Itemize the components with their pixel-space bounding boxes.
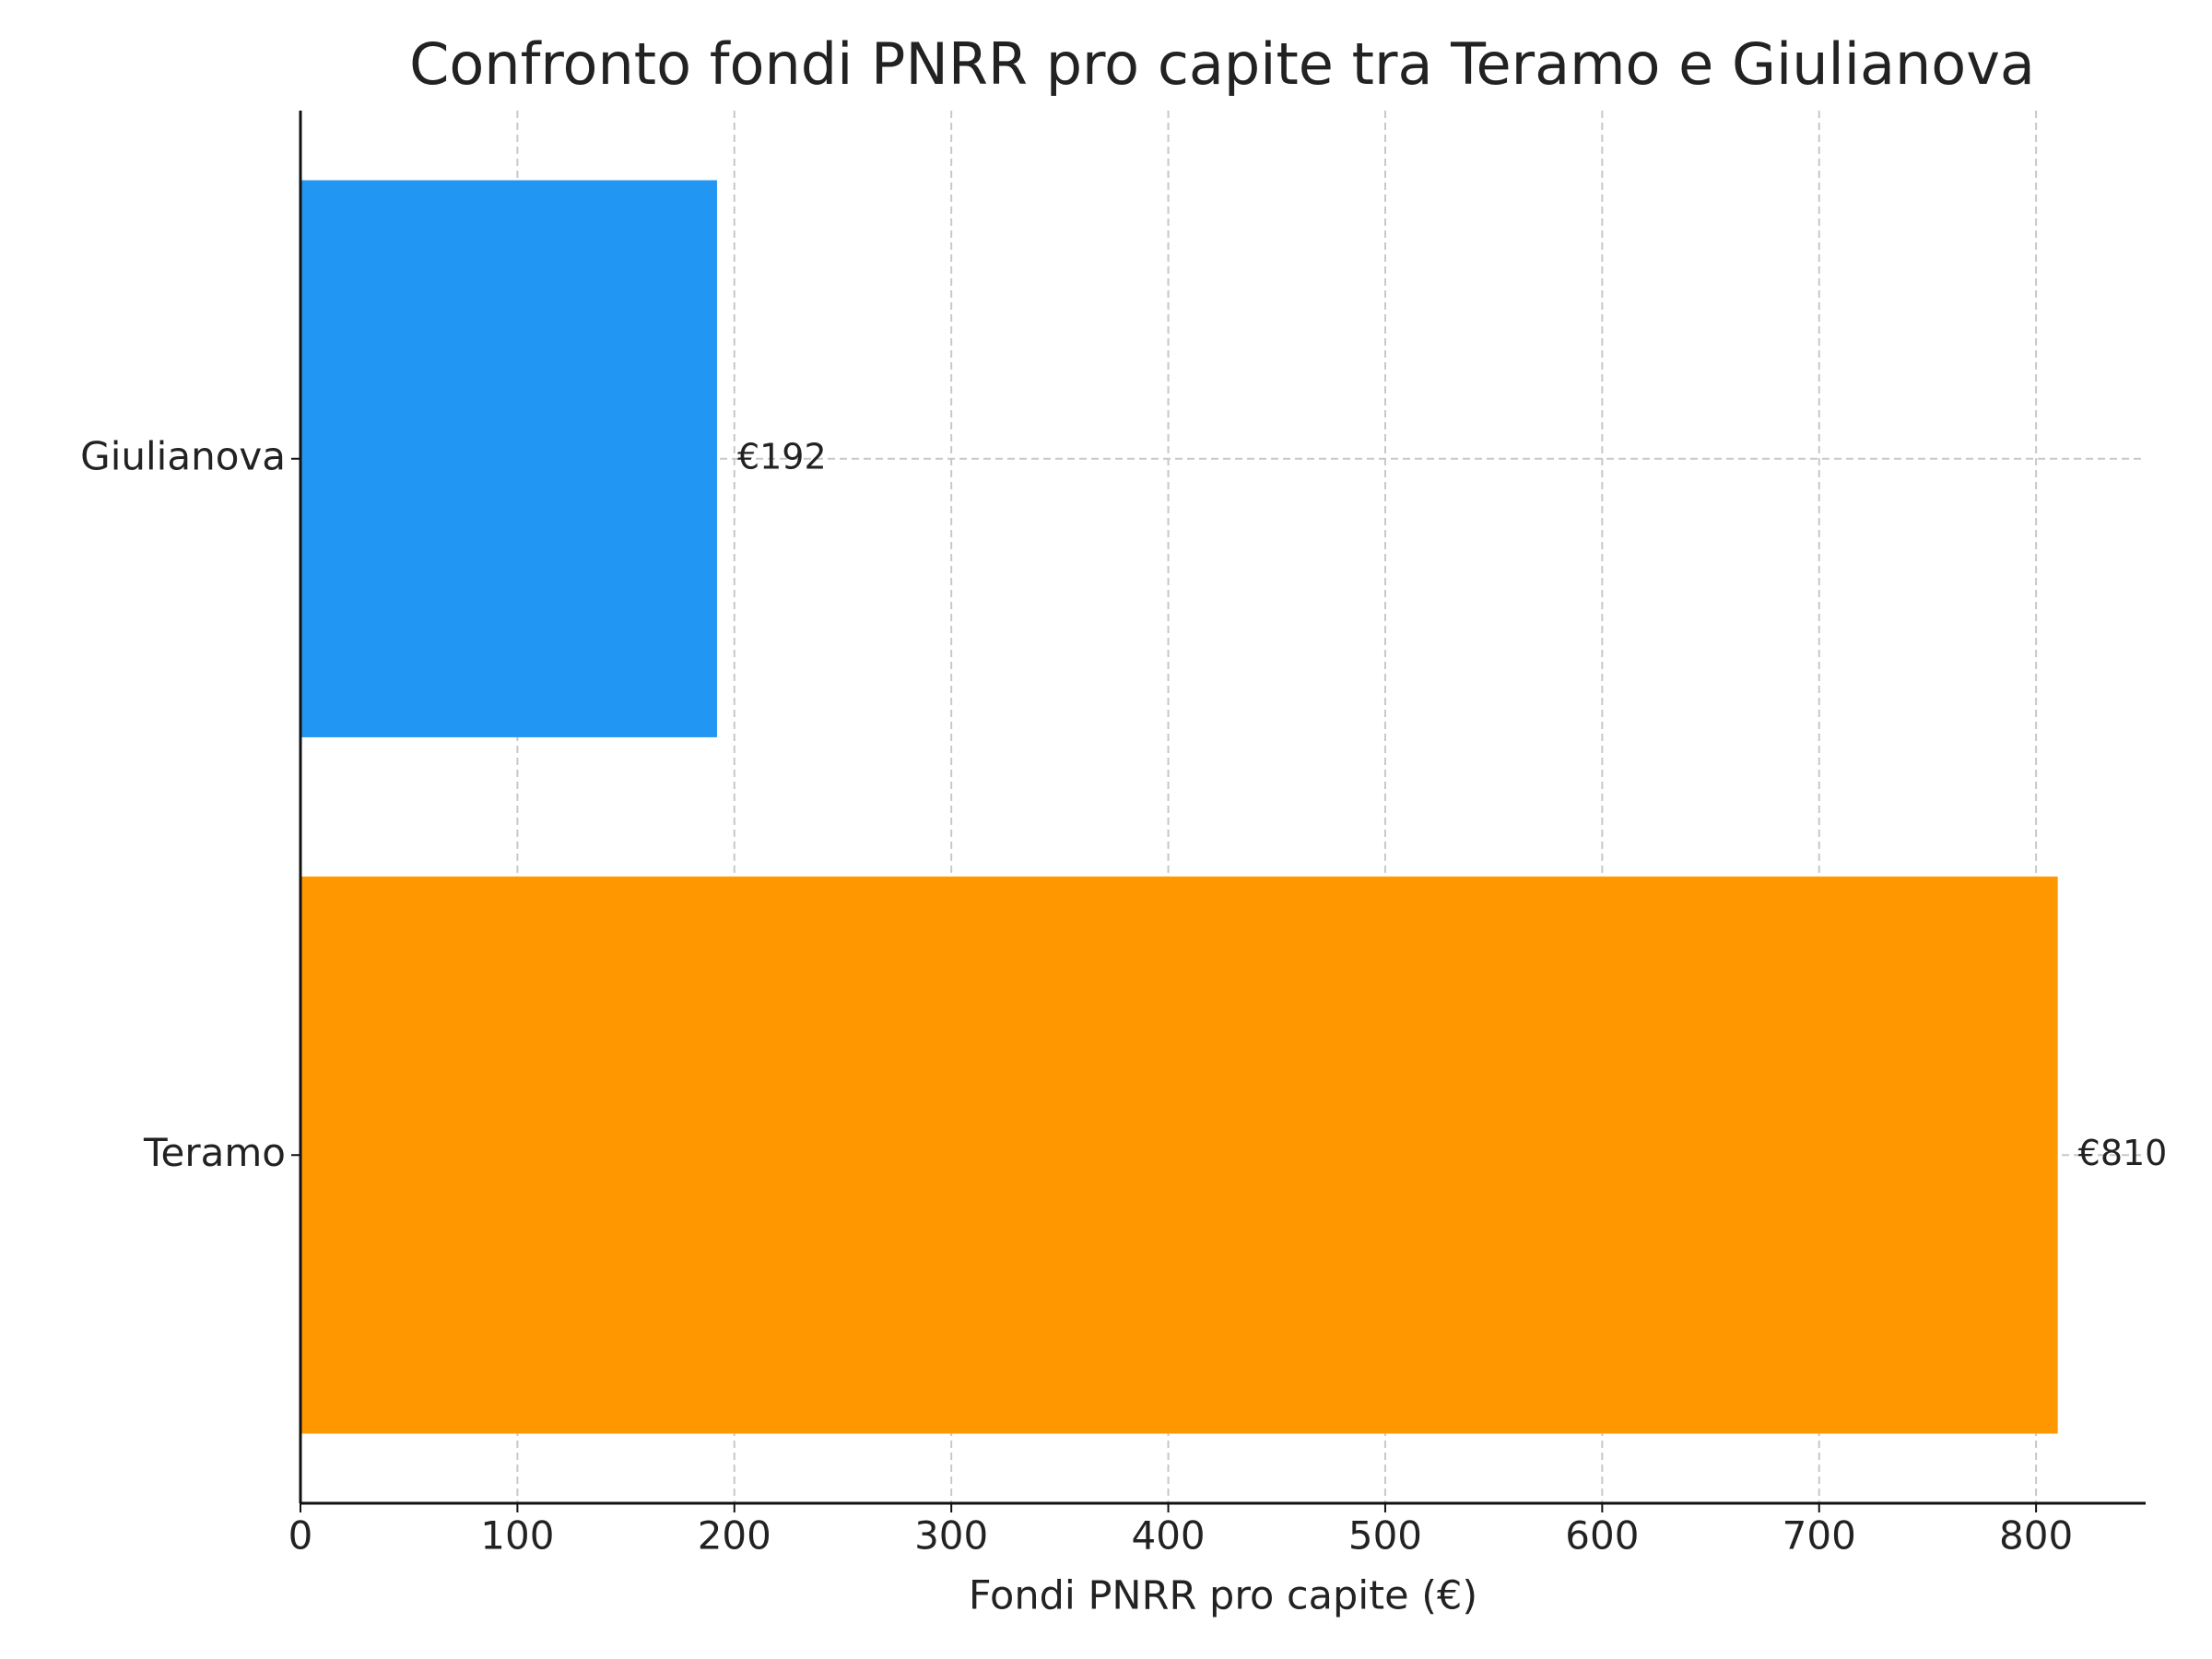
x-tick-label: 200 [698, 1513, 771, 1559]
bar [300, 877, 2058, 1434]
y-tick-label: Teramo [143, 1130, 286, 1175]
x-tick-label: 400 [1131, 1513, 1205, 1559]
y-tick-label: Giulianova [80, 433, 286, 478]
x-tick-label: 600 [1565, 1513, 1639, 1559]
bar [300, 180, 717, 737]
chart-title: Confronto fondi PNRR pro capite tra Tera… [409, 30, 2035, 98]
value-label: €192 [737, 436, 827, 477]
x-tick-label: 700 [1783, 1513, 1856, 1559]
x-tick-label: 100 [480, 1513, 554, 1559]
x-tick-label: 500 [1348, 1513, 1422, 1559]
value-label: €810 [2078, 1133, 2168, 1173]
x-tick-label: 800 [1999, 1513, 2073, 1559]
x-axis-label: Fondi PNRR pro capite (€) [969, 1573, 1477, 1619]
x-tick-label: 300 [914, 1513, 988, 1559]
x-tick-label: 0 [288, 1513, 313, 1559]
